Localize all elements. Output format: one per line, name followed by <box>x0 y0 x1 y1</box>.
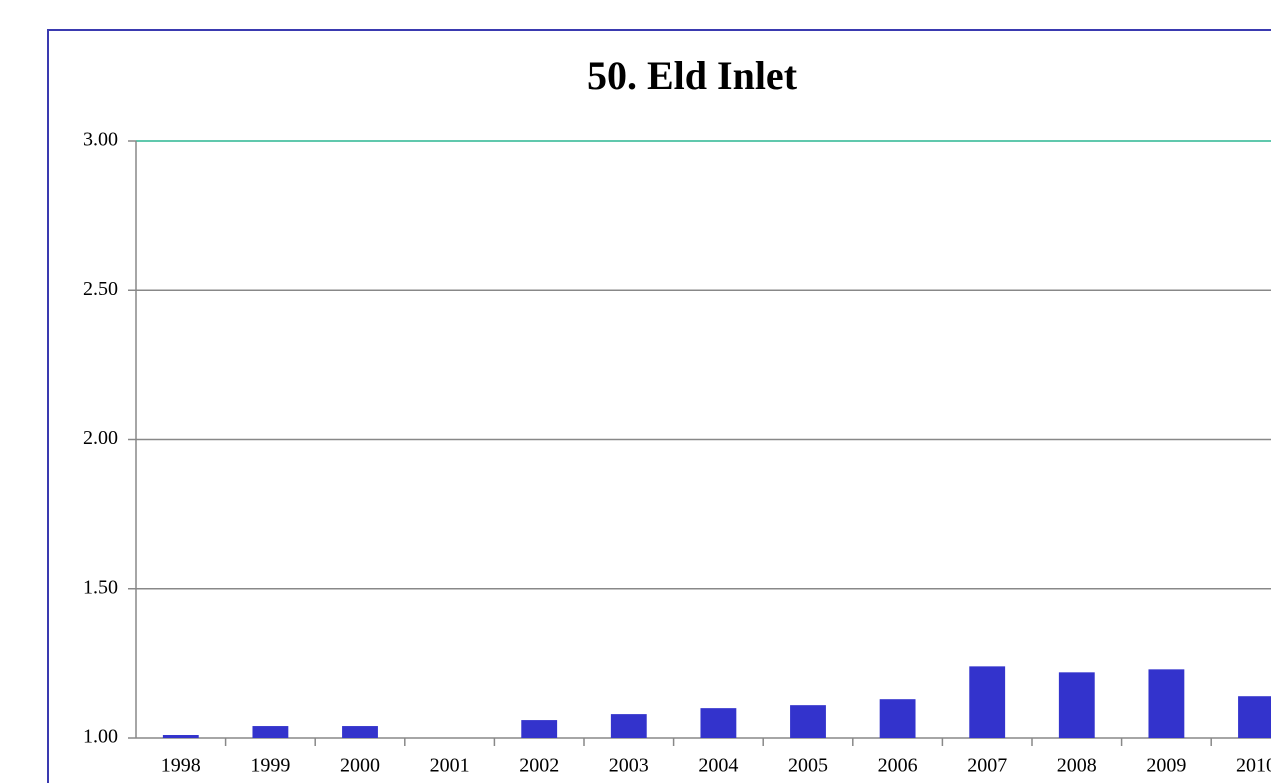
x-tick-label: 2005 <box>788 755 828 777</box>
bar <box>252 726 289 738</box>
x-tick-label: 2007 <box>967 755 1007 777</box>
x-tick-label: 1998 <box>161 755 201 777</box>
chart-frame <box>47 29 1271 783</box>
bar <box>521 720 558 738</box>
y-tick-label: 1.50 <box>83 576 118 598</box>
bar <box>790 705 826 738</box>
bar <box>1148 669 1185 738</box>
bar <box>879 699 916 738</box>
bar <box>1058 672 1095 738</box>
x-tick-label: 2002 <box>519 755 559 777</box>
x-tick-label: 2000 <box>340 755 380 777</box>
bar <box>610 714 647 738</box>
y-tick-label: 2.50 <box>83 278 118 300</box>
x-tick-label: 2004 <box>698 755 738 777</box>
bar <box>342 726 378 738</box>
x-tick-label: 1999 <box>250 755 290 777</box>
bar <box>1238 696 1271 738</box>
y-tick-label: 1.00 <box>83 726 118 748</box>
x-tick-label: 2009 <box>1146 755 1186 777</box>
y-tick-label: 2.00 <box>83 427 118 449</box>
x-tick-label: 2010 <box>1236 755 1271 777</box>
bar <box>162 735 199 738</box>
x-tick-label: 2001 <box>430 755 470 777</box>
x-tick-label: 2008 <box>1057 755 1097 777</box>
x-tick-label: 2003 <box>609 755 649 777</box>
x-tick-label: 2006 <box>878 755 918 777</box>
chart-title: 50. Eld Inlet <box>587 53 798 98</box>
bar <box>700 708 737 738</box>
bar <box>969 666 1006 738</box>
y-tick-label: 3.00 <box>83 129 118 151</box>
